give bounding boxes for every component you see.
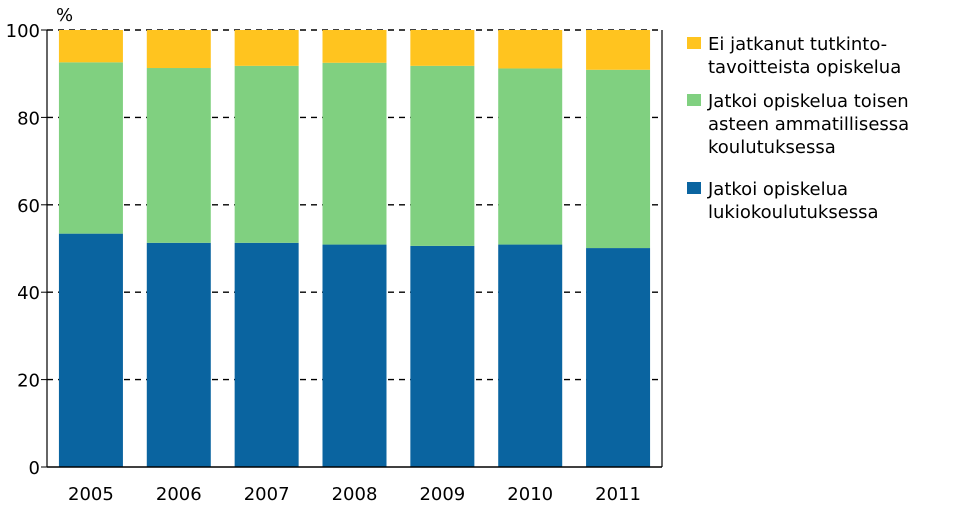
bar-segment bbox=[146, 68, 211, 243]
legend-label: lukiokoulutuksessa bbox=[708, 202, 879, 223]
y-tick-label: 40 bbox=[17, 283, 40, 304]
legend-label: tavoitteista opiskelua bbox=[708, 57, 901, 78]
bar-segment bbox=[58, 30, 123, 63]
bar-segment bbox=[322, 244, 387, 467]
y-tick-label: 80 bbox=[17, 108, 40, 129]
y-tick-label: 60 bbox=[17, 196, 40, 217]
x-tick-label: 2008 bbox=[332, 484, 378, 505]
y-axis-unit-label: % bbox=[56, 5, 73, 26]
legend-swatch bbox=[687, 37, 701, 49]
legend-label: Jatkoi opiskelua toisen bbox=[707, 91, 909, 112]
bar-segment bbox=[146, 30, 211, 69]
axes: 0 20 40 60 80 100 2005 2006 2007 2008 2009 2010 2011 bbox=[6, 21, 663, 505]
y-tick-label: 20 bbox=[17, 371, 40, 392]
x-tick-label: 2009 bbox=[419, 484, 465, 505]
bar-segment bbox=[586, 248, 651, 467]
bar-segment bbox=[498, 30, 563, 69]
legend-label: Ei jatkanut tutkinto- bbox=[708, 34, 887, 55]
x-tick-label: 2005 bbox=[68, 484, 114, 505]
bar-segment bbox=[410, 30, 475, 66]
legend-swatch bbox=[687, 182, 701, 194]
x-tick-label: 2010 bbox=[507, 484, 553, 505]
bar-segment bbox=[58, 62, 123, 234]
y-tick-label: 100 bbox=[6, 21, 40, 42]
bar-segment bbox=[586, 69, 651, 249]
legend-label: koulutuksessa bbox=[708, 137, 836, 158]
legend-label: Jatkoi opiskelua bbox=[707, 179, 848, 200]
legend-label: asteen ammatillisessa bbox=[708, 114, 909, 135]
bar-segment bbox=[410, 65, 475, 246]
bar-segment bbox=[410, 245, 475, 467]
bar-segment bbox=[498, 244, 563, 467]
legend: Ei jatkanut tutkinto-tavoitteista opiske… bbox=[687, 34, 909, 223]
legend-swatch bbox=[687, 94, 701, 106]
bar-segment bbox=[322, 30, 387, 63]
x-tick-label: 2006 bbox=[156, 484, 202, 505]
bar-segment bbox=[586, 30, 651, 70]
bar-segment bbox=[322, 62, 387, 245]
x-tick-label: 2007 bbox=[244, 484, 290, 505]
bar-segment bbox=[234, 65, 299, 243]
bar-segment bbox=[234, 242, 299, 467]
bars bbox=[58, 30, 651, 467]
x-tick-label: 2011 bbox=[595, 484, 641, 505]
bar-segment bbox=[234, 30, 299, 66]
y-tick-label: 0 bbox=[29, 458, 40, 479]
bar-segment bbox=[58, 233, 123, 467]
bar-segment bbox=[498, 68, 563, 245]
bar-segment bbox=[146, 242, 211, 467]
